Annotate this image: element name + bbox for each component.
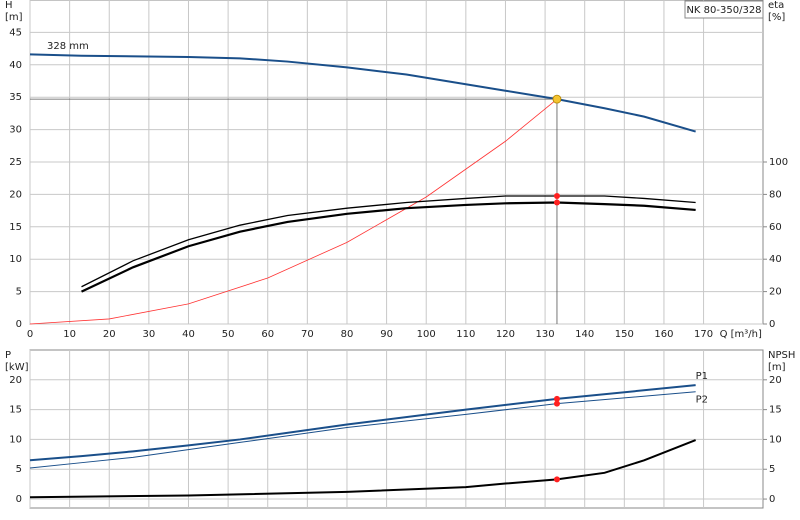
y-tick-label: 10 <box>9 254 22 265</box>
y-axis-label: [kW] <box>5 362 29 373</box>
y2-tick-label: 20 <box>769 375 782 386</box>
x-tick-label: 90 <box>380 329 393 340</box>
series-label: P1 <box>696 371 708 382</box>
y-axis-label: [m] <box>5 12 23 23</box>
y-tick-label: 10 <box>9 434 22 445</box>
y2-axis-label: [m] <box>768 362 786 373</box>
y-tick-label: 35 <box>9 92 22 103</box>
duty-point <box>553 476 560 483</box>
series-line <box>29 53 696 133</box>
duty-point <box>553 400 560 407</box>
y-tick-label: 5 <box>16 287 22 298</box>
y-tick-label: 0 <box>16 494 22 505</box>
series-line <box>29 98 558 325</box>
y-tick-label: 45 <box>9 27 22 38</box>
x-tick-label: 50 <box>222 329 235 340</box>
y2-axis-label: [%] <box>768 12 785 23</box>
x-tick-label: 110 <box>456 329 475 340</box>
x-tick-label: 150 <box>615 329 634 340</box>
series-line <box>29 384 696 462</box>
y-tick-label: 5 <box>16 464 22 475</box>
y2-axis-label: NPSH <box>768 350 795 361</box>
x-tick-label: 170 <box>694 329 713 340</box>
duty-point <box>552 94 562 104</box>
y-tick-label: 20 <box>9 375 22 386</box>
y-tick-label: 15 <box>9 222 22 233</box>
duty-point <box>553 395 560 402</box>
y-tick-label: 15 <box>9 405 22 416</box>
x-tick-label: 30 <box>142 329 155 340</box>
y2-tick-label: 80 <box>769 189 782 200</box>
y2-tick-label: 40 <box>769 254 782 265</box>
x-tick-label: 20 <box>103 329 116 340</box>
title-box <box>684 0 764 19</box>
y2-tick-label: 20 <box>769 287 782 298</box>
annotation: 328 mm <box>47 41 89 52</box>
y2-tick-label: 100 <box>769 157 788 168</box>
chart-title: NK 80-350/328 <box>686 5 761 16</box>
y-tick-label: 0 <box>16 319 22 330</box>
y2-tick-label: 5 <box>769 464 775 475</box>
duty-point <box>553 193 560 200</box>
series-line <box>29 439 697 499</box>
x-tick-label: 120 <box>496 329 515 340</box>
x-tick-label: 0 <box>27 329 33 340</box>
series-line <box>81 195 696 288</box>
x-tick-label: 60 <box>261 329 274 340</box>
y-axis-label: P <box>5 350 11 361</box>
y2-tick-label: 15 <box>769 405 782 416</box>
series-line <box>81 201 696 293</box>
x-tick-label: 130 <box>536 329 555 340</box>
y2-tick-label: 0 <box>769 494 775 505</box>
duty-point <box>553 199 560 206</box>
plot-area <box>29 349 764 509</box>
y2-tick-label: 0 <box>769 319 775 330</box>
series-line <box>29 391 696 469</box>
y-tick-label: 25 <box>9 157 22 168</box>
y2-tick-label: 60 <box>769 222 782 233</box>
x-tick-label: 70 <box>301 329 314 340</box>
x-tick-label: 10 <box>63 329 76 340</box>
y-tick-label: 40 <box>9 60 22 71</box>
y-tick-label: 30 <box>9 125 22 136</box>
y-tick-label: 20 <box>9 189 22 200</box>
x-tick-label: 160 <box>654 329 673 340</box>
x-axis-label: Q [m³/h] <box>720 329 762 340</box>
x-tick-label: 40 <box>182 329 195 340</box>
x-tick-label: 140 <box>575 329 594 340</box>
y2-tick-label: 10 <box>769 434 782 445</box>
y-axis-label: H <box>5 0 13 11</box>
y2-axis-label: eta <box>768 0 784 11</box>
series-label: P2 <box>696 395 708 406</box>
x-tick-label: 100 <box>417 329 436 340</box>
x-tick-label: 80 <box>341 329 354 340</box>
